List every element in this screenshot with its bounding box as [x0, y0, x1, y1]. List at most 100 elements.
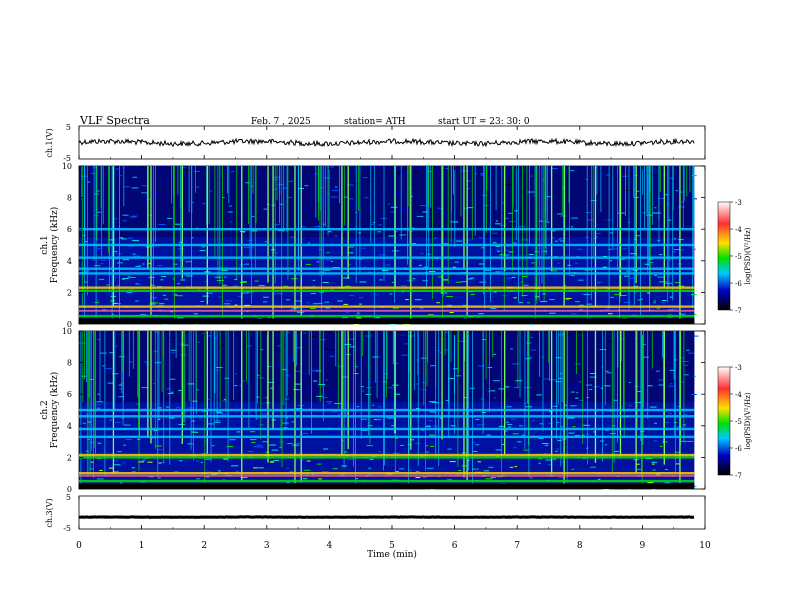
ch2-spectrogram-noise	[429, 434, 435, 436]
ch2-spectrogram-noise	[338, 413, 341, 415]
ch2-spectrogram-noise	[469, 371, 472, 373]
ch1-spectrogram-noise	[443, 243, 449, 245]
ch1-spectrogram-noise	[289, 236, 296, 238]
ch1-spectrogram-noise	[335, 186, 338, 188]
ch1-spectrogram-noise	[680, 313, 686, 315]
ch2-spectrogram-noise	[589, 376, 597, 378]
ch1-spectrogram-noise	[147, 262, 152, 264]
ch1-spectrogram-noise	[323, 199, 330, 201]
ch1-spectrogram-noise	[480, 174, 485, 176]
ch1-spectrogram-noise	[316, 242, 321, 244]
ch2-spectrogram-noise	[164, 359, 171, 361]
colorbar-ch2: -3 -4 -5 -6 -7 log(PSD)(V²/Hz)	[717, 364, 752, 480]
ch1-spectrogram-noise	[598, 174, 602, 176]
ch1-spectrogram-noise	[182, 167, 186, 169]
ch1-spectrogram-noise	[287, 270, 290, 272]
ch1-spectrogram-noise	[239, 264, 247, 266]
ch1-spectrogram-noise	[692, 198, 697, 200]
ch2-spectrogram-noise	[105, 368, 112, 370]
ch2-spectrogram-noise	[544, 421, 551, 423]
ch2-spectrogram-noise	[96, 350, 101, 352]
ch1-spectrogram-noise	[579, 253, 582, 255]
ch1-spectrogram-noise	[401, 285, 407, 287]
ch1-spectrogram-noise	[263, 180, 267, 182]
ch1-spectrogram-noise	[652, 212, 659, 214]
ch2-spectrogram-noise	[347, 458, 354, 460]
ch2-spectrogram-noise	[493, 397, 497, 399]
ch2-spectrogram-noise	[636, 391, 642, 392]
ch3-ytick-bottom: -5	[63, 524, 71, 533]
ch2-spectrogram-noise	[295, 408, 303, 410]
ch2-spectrogram-noise	[524, 402, 529, 404]
ch1-spectrogram-noise	[557, 262, 560, 264]
ch1-spectrogram-noise	[168, 201, 173, 202]
ch1-spectrogram-noise	[667, 219, 672, 221]
ch2-spectrogram-noise	[355, 478, 359, 480]
ch2-spectrogram-noise	[350, 332, 355, 334]
ch1-spectrogram-noise	[558, 239, 561, 241]
ch2-spectrogram-noise	[332, 411, 338, 413]
ch1-spectrogram-noise	[673, 238, 677, 240]
ch1-spectrogram-noise	[100, 263, 104, 265]
ch2-spectrogram-noise	[513, 386, 520, 388]
ch1-spectrogram-noise	[567, 264, 571, 266]
ch1-spectrogram-noise	[185, 188, 188, 190]
ch1-spectrogram-noise	[305, 263, 312, 265]
ch2-spectrogram-noise	[512, 433, 519, 435]
ch2-spectrogram-noise	[677, 424, 680, 426]
x-tick-label: 0	[76, 541, 82, 551]
ch2-spectrogram-noise	[240, 477, 248, 478]
ch1-spectrogram-noise	[609, 177, 612, 179]
ch2-spectrogram-noise	[541, 356, 544, 358]
ch1-spectrogram-noise	[162, 294, 167, 296]
ch2-spectrogram-noise	[547, 464, 552, 466]
ch2-spectrogram-noise	[321, 471, 329, 473]
ch1-spectrogram-noise	[254, 280, 260, 282]
ch2-spectrogram-noise	[166, 388, 172, 390]
ch1-spectrogram-noise	[251, 207, 257, 209]
ch2-spectrogram-noise	[450, 425, 456, 427]
ch1-spec-ylabel-frequency: Frequency (kHz)	[49, 207, 60, 284]
ch2-spectrogram-noise	[488, 466, 494, 468]
ch1-spectrogram-noise	[653, 302, 656, 304]
ch2-spectrogram-noise	[263, 357, 270, 359]
ch2-spectrogram-noise	[578, 381, 582, 383]
ch2-spectrogram-noise	[214, 385, 218, 387]
ch2-spectrogram-noise	[312, 370, 317, 372]
ch2-spectrogram-noise	[668, 385, 674, 387]
ch1-spectrogram-noise	[190, 202, 195, 204]
ch1-spectrogram-noise	[428, 230, 436, 232]
ch1-spectrogram-noise	[465, 180, 471, 182]
ch1-spectrogram-band	[79, 289, 695, 293]
ch2-spectrogram-noise	[430, 488, 434, 490]
ch2-spectrogram-noise	[114, 464, 121, 466]
ch2-spectrogram-noise	[398, 364, 402, 366]
ch1-spectrogram-noise	[379, 279, 383, 281]
ch2-spectrogram-noise	[607, 341, 614, 342]
ch2-spectrogram-noise	[426, 467, 434, 469]
ch2-spectrogram-noise	[368, 382, 374, 384]
ch2-spectrogram-noise	[399, 468, 404, 470]
ch2-spectrogram-noise	[353, 373, 359, 375]
ch2-spectrogram-noise	[599, 440, 605, 442]
ch1-spectrogram-noise	[173, 294, 178, 296]
ch1-spectrogram-noise	[490, 323, 494, 325]
ch2-spectrogram-noise	[531, 419, 535, 421]
ch1-spectrogram-ytick-label: 0	[67, 320, 72, 329]
ch2-spectrogram-noise	[236, 424, 244, 426]
ch2-spectrogram-noise	[258, 429, 265, 431]
ch2-spectrogram-noise	[236, 431, 241, 433]
ch1-spectrogram-noise	[324, 301, 330, 303]
ch1-spectrogram-noise	[672, 251, 677, 253]
ch2-spectrogram-noise	[192, 400, 198, 402]
ch1-spectrogram-noise	[185, 261, 193, 263]
ch1-spectrogram-noise	[115, 277, 118, 279]
ch2-spectrogram-noise	[411, 439, 415, 441]
ch2-spectrogram-noise	[239, 385, 242, 387]
ch2-spectrogram-noise	[651, 380, 657, 382]
ch1-spectrogram-noise	[364, 197, 369, 199]
ch2-spectrogram-noise	[168, 390, 174, 392]
ch2-spectrogram-noise	[366, 445, 373, 447]
ch2-spectrogram-noise	[681, 361, 689, 362]
ch2-spectrogram-noise	[158, 371, 164, 373]
